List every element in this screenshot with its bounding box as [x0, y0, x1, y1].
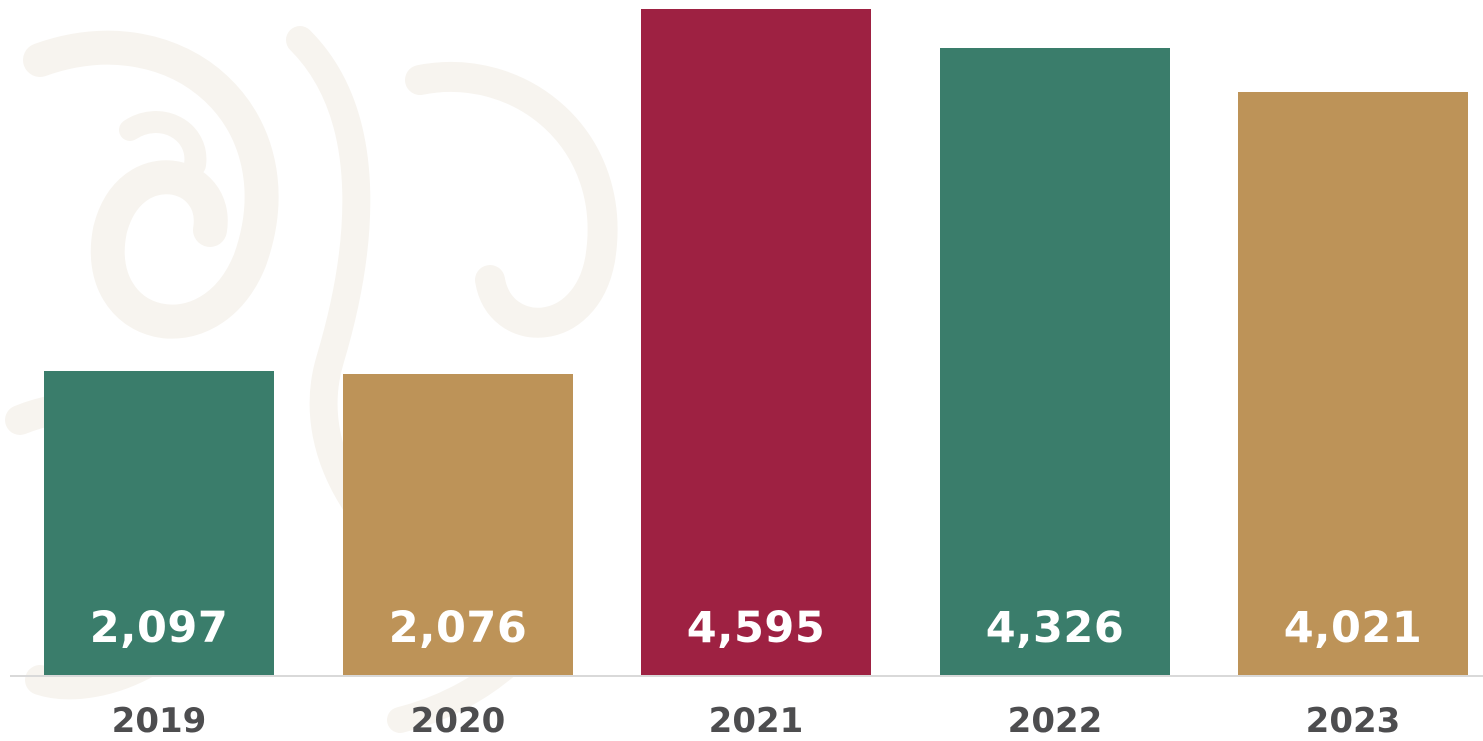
pattern-swirl: [119, 111, 207, 176]
x-tick-label-2019: 2019: [111, 701, 207, 741]
pattern-swirl: [405, 61, 618, 338]
bar-2023: [1238, 92, 1468, 675]
bar-2022: [940, 48, 1170, 675]
bar-2021: [641, 9, 871, 675]
bar-value-label-2022: 4,326: [985, 603, 1125, 653]
bar-value-label-2023: 4,021: [1283, 603, 1423, 653]
bar-value-label-2020: 2,076: [388, 603, 528, 653]
bar-2019: [44, 371, 274, 675]
x-tick-label-2023: 2023: [1305, 701, 1401, 741]
x-tick-label-2020: 2020: [410, 701, 506, 741]
x-tick-label-2022: 2022: [1007, 701, 1103, 741]
bar-value-label-2021: 4,595: [686, 603, 826, 653]
x-tick-label-2021: 2021: [708, 701, 804, 741]
bar-value-label-2019: 2,097: [89, 603, 229, 653]
x-axis-baseline: [10, 675, 1483, 677]
bar-2020: [343, 374, 573, 675]
pattern-swirl: [23, 30, 279, 339]
